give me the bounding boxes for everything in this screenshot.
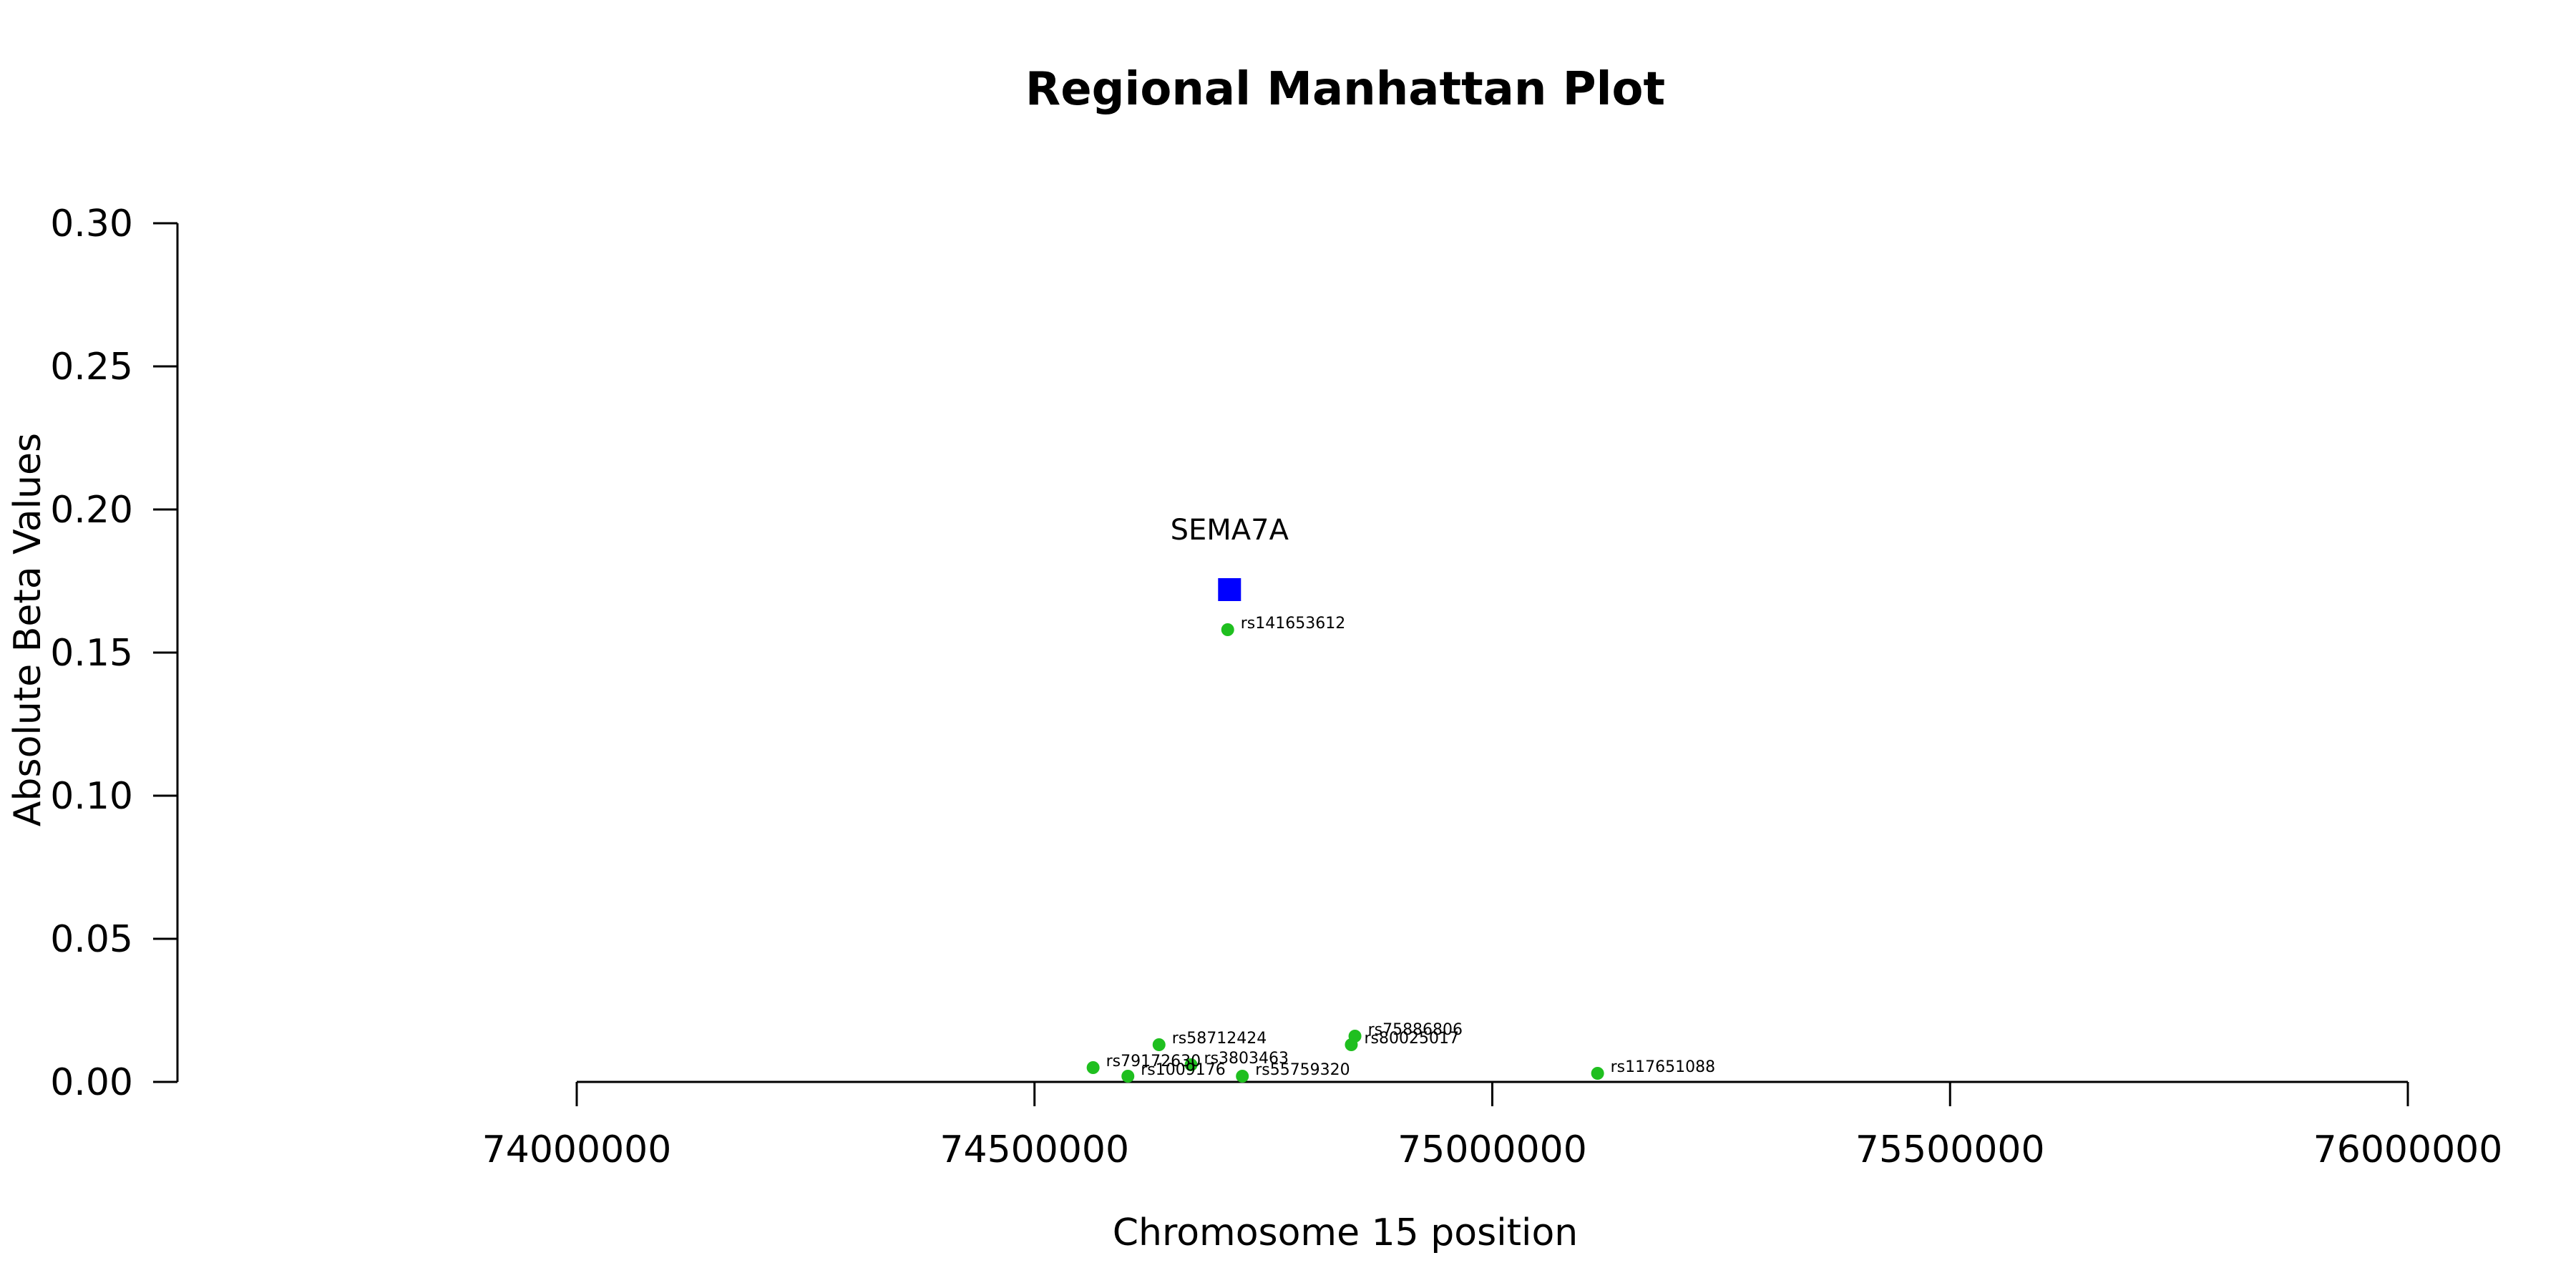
y-tick-label: 0.25 — [50, 346, 133, 389]
snp-point — [1236, 1070, 1249, 1083]
chart-title: Regional Manhattan Plot — [1025, 63, 1665, 116]
y-tick-label: 0.00 — [50, 1061, 133, 1104]
gene-marker — [1218, 578, 1241, 601]
y-tick-label: 0.10 — [50, 775, 133, 818]
x-tick-label: 74500000 — [940, 1128, 1129, 1171]
snp-label: rs1009176 — [1141, 1061, 1226, 1079]
y-axis-label: Absolute Beta Values — [6, 433, 49, 826]
snp-point — [1221, 623, 1234, 636]
snp-label: rs58712424 — [1172, 1030, 1267, 1048]
snp-point — [1086, 1061, 1100, 1074]
snp-label: rs55759320 — [1255, 1061, 1350, 1079]
x-tick-label: 76000000 — [2313, 1128, 2503, 1171]
x-tick-label: 75000000 — [1397, 1128, 1587, 1171]
snp-label: rs79172630 — [1106, 1053, 1201, 1070]
y-axis: 0.00 0.05 0.10 0.15 0.20 0.25 0.30 — [50, 203, 179, 1104]
y-tick-label: 0.05 — [50, 918, 133, 961]
snp-label: rs3803463 — [1204, 1050, 1289, 1068]
snp-label: rs117651088 — [1611, 1058, 1715, 1076]
x-tick-label: 74000000 — [482, 1128, 672, 1171]
snp-label: rs75886806 — [1368, 1021, 1463, 1039]
snp-point — [1152, 1038, 1166, 1051]
y-tick-label: 0.20 — [50, 489, 133, 532]
gene-label: SEMA7A — [1171, 514, 1289, 547]
y-tick-label: 0.30 — [50, 203, 133, 245]
x-axis: 74000000 74500000 75000000 75500000 76000000 — [482, 1080, 2503, 1171]
y-tick-label: 0.15 — [50, 632, 133, 675]
gene-marker-group: SEMA7A — [1171, 514, 1289, 601]
snp-point — [1184, 1058, 1198, 1071]
snp-point — [1591, 1067, 1604, 1080]
snp-label: rs141653612 — [1241, 615, 1345, 633]
snp-label: rs80025017 — [1364, 1030, 1458, 1048]
x-axis-label: Chromosome 15 position — [1113, 1211, 1579, 1254]
snp-point — [1121, 1070, 1135, 1083]
snp-point — [1345, 1038, 1358, 1051]
x-tick-label: 75500000 — [1855, 1128, 2045, 1171]
